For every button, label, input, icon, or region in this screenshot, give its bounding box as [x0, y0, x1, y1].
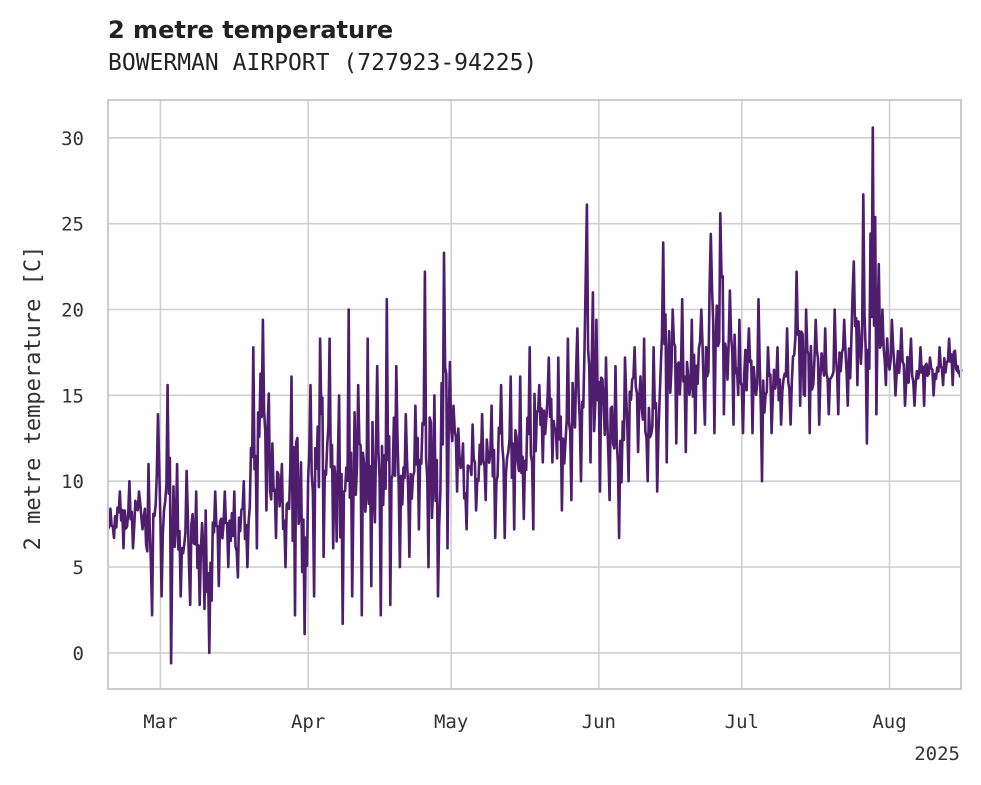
y-axis-label: 2 metre temperature [C] — [21, 246, 46, 551]
y-tick-label: 25 — [61, 214, 84, 236]
y-tick-label: 10 — [61, 471, 84, 493]
plot-frame — [107, 99, 962, 690]
chart-subtitle: BOWERMAN AIRPORT (727923-94225) — [108, 50, 538, 76]
y-tick-label: 0 — [73, 643, 84, 665]
y-tick-label: 15 — [61, 385, 84, 407]
y-tick-label: 5 — [73, 557, 84, 579]
x-tick-label: Jun — [582, 711, 616, 733]
x-tick-label: Jul — [725, 711, 759, 733]
x-tick-label: May — [434, 711, 468, 733]
temperature-line — [106, 126, 963, 665]
chart-title: 2 metre temperature — [108, 16, 394, 44]
y-tick-label: 30 — [61, 128, 84, 150]
y-tick-label: 20 — [61, 299, 84, 321]
x-tick-label: Apr — [291, 711, 325, 733]
year-label: 2025 — [914, 743, 960, 765]
x-tick-label: Mar — [143, 711, 177, 733]
x-axis: Mar Apr May Jun Jul Aug — [143, 711, 906, 733]
x-tick-label: Aug — [872, 711, 906, 733]
y-axis: 0 5 10 15 20 25 30 — [61, 128, 84, 665]
